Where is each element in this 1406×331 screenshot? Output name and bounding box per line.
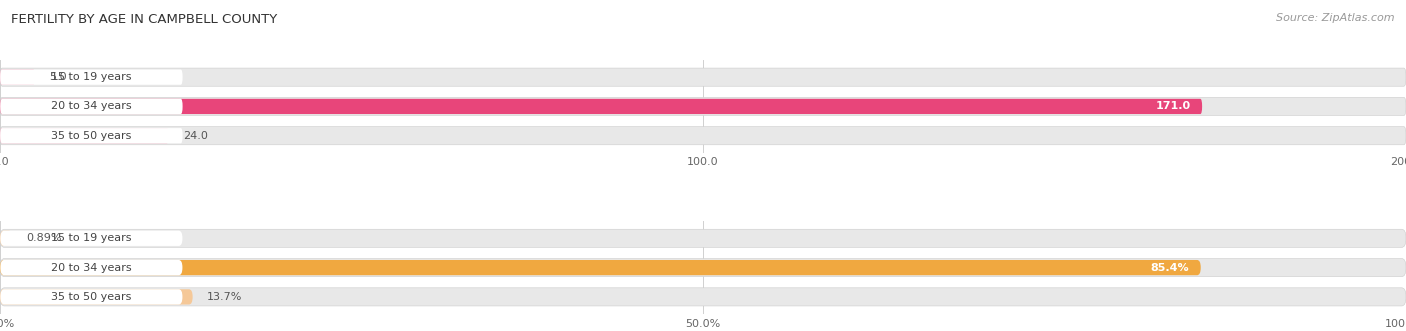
FancyBboxPatch shape [0, 288, 1406, 306]
Text: 35 to 50 years: 35 to 50 years [51, 292, 132, 302]
FancyBboxPatch shape [0, 68, 1406, 86]
FancyBboxPatch shape [0, 70, 35, 85]
Text: 35 to 50 years: 35 to 50 years [51, 131, 132, 141]
FancyBboxPatch shape [0, 289, 183, 305]
Text: 15 to 19 years: 15 to 19 years [51, 72, 132, 82]
FancyBboxPatch shape [0, 231, 13, 246]
FancyBboxPatch shape [0, 259, 1406, 277]
Text: 0.89%: 0.89% [27, 233, 62, 243]
FancyBboxPatch shape [0, 260, 1201, 275]
FancyBboxPatch shape [0, 99, 1202, 114]
FancyBboxPatch shape [0, 127, 1406, 145]
FancyBboxPatch shape [0, 97, 1406, 116]
FancyBboxPatch shape [0, 231, 183, 246]
Text: 85.4%: 85.4% [1152, 262, 1189, 273]
Text: 171.0: 171.0 [1156, 101, 1191, 112]
FancyBboxPatch shape [0, 99, 183, 114]
Text: 20 to 34 years: 20 to 34 years [51, 262, 132, 273]
Text: Source: ZipAtlas.com: Source: ZipAtlas.com [1277, 13, 1395, 23]
Text: 15 to 19 years: 15 to 19 years [51, 233, 132, 243]
FancyBboxPatch shape [0, 70, 183, 85]
FancyBboxPatch shape [0, 229, 1406, 247]
Text: 20 to 34 years: 20 to 34 years [51, 101, 132, 112]
FancyBboxPatch shape [0, 128, 183, 143]
FancyBboxPatch shape [0, 128, 169, 143]
FancyBboxPatch shape [0, 289, 193, 305]
Text: 13.7%: 13.7% [207, 292, 242, 302]
Text: 5.0: 5.0 [49, 72, 67, 82]
Text: 24.0: 24.0 [183, 131, 208, 141]
Text: FERTILITY BY AGE IN CAMPBELL COUNTY: FERTILITY BY AGE IN CAMPBELL COUNTY [11, 13, 277, 26]
FancyBboxPatch shape [0, 260, 183, 275]
